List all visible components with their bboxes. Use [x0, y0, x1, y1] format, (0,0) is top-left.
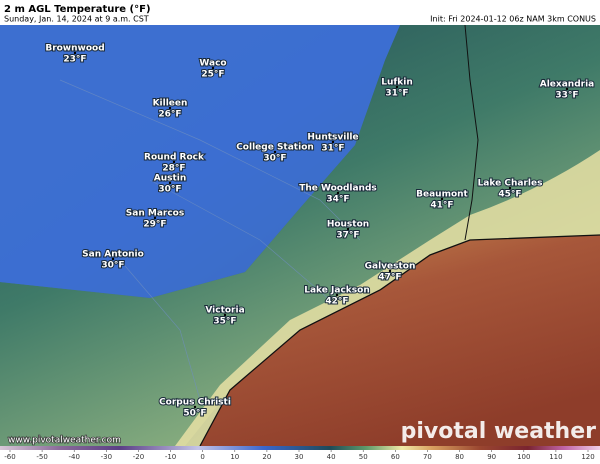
- city-temp: 30°F: [263, 154, 286, 164]
- colorbar-tick-label: 90: [487, 453, 496, 461]
- watermark-logo: pivotal weather: [401, 419, 596, 444]
- city-name: Austin: [154, 174, 187, 184]
- city-temp: 33°F: [555, 91, 578, 101]
- city-temp: 31°F: [385, 89, 408, 99]
- city-temp: 41°F: [430, 201, 453, 211]
- city-name: Waco: [199, 59, 226, 69]
- city-temp: 26°F: [158, 110, 181, 120]
- city-temp: 37°F: [336, 231, 359, 241]
- city-marker: [335, 293, 339, 297]
- city-name: Brownwood: [45, 44, 104, 54]
- city-name: Lake Jackson: [304, 286, 369, 296]
- city-marker: [172, 160, 176, 164]
- city-marker: [508, 186, 512, 190]
- colorbar-tick-label: -50: [36, 453, 47, 461]
- city-name: Houston: [327, 220, 369, 230]
- colorbar-tick-label: 20: [262, 453, 271, 461]
- city-marker: [273, 150, 277, 154]
- colorbar-tick-label: 100: [517, 453, 530, 461]
- city-temp: 30°F: [101, 261, 124, 271]
- city-temp: 29°F: [143, 220, 166, 230]
- colorbar-tick-label: -30: [101, 453, 112, 461]
- coastline: [199, 234, 600, 447]
- city-name: Alexandria: [540, 80, 594, 90]
- subtitle: Sunday, Jan. 14, 2024 at 9 a.m. CST: [4, 15, 149, 24]
- city-name: San Antonio: [82, 250, 144, 260]
- cold-region: [0, 25, 400, 298]
- city-marker: [111, 257, 115, 261]
- city-marker: [565, 87, 569, 91]
- city-temp: 23°F: [63, 55, 86, 65]
- state-border: [464, 24, 479, 241]
- city-name: The Woodlands: [299, 184, 377, 194]
- city-marker: [395, 85, 399, 89]
- colorbar-tick-label: 80: [455, 453, 464, 461]
- colorbar-tick-label: 10: [230, 453, 239, 461]
- city-name: Beaumont: [416, 190, 468, 200]
- city-temp: 25°F: [201, 70, 224, 80]
- city-marker: [440, 197, 444, 201]
- city-marker: [331, 140, 335, 144]
- city-temp: 30°F: [158, 185, 181, 195]
- colorbar-tick-label: 50: [359, 453, 368, 461]
- city-name: Lufkin: [381, 78, 413, 88]
- colorbar-tick-label: -20: [133, 453, 144, 461]
- city-marker: [388, 269, 392, 273]
- city-temp: 31°F: [321, 144, 344, 154]
- city-name: Round Rock: [144, 153, 205, 163]
- city-name: Killeen: [153, 99, 188, 109]
- colorbar-band: [0, 446, 600, 464]
- city-temp: 35°F: [213, 317, 236, 327]
- city-marker: [153, 216, 157, 220]
- init-time: Init: Fri 2024-01-12 06z NAM 3km CONUS: [430, 15, 596, 24]
- colorbar-tick-label: 120: [581, 453, 594, 461]
- header-band: [0, 0, 600, 25]
- city-temp: 50°F: [183, 409, 206, 419]
- city-name: San Marcos: [126, 209, 184, 219]
- city-name: Galveston: [365, 262, 416, 272]
- city-name: Victoria: [205, 306, 244, 316]
- city-marker: [336, 191, 340, 195]
- rivers: [59, 79, 361, 401]
- colorbar-tick-label: 40: [327, 453, 336, 461]
- city-name: Corpus Christi: [159, 398, 231, 408]
- colorbar-tick-label: -10: [165, 453, 176, 461]
- city-temp: 47°F: [378, 273, 401, 283]
- colorbar-tick-label: 70: [423, 453, 432, 461]
- warm-region: [0, 25, 600, 446]
- colorbar-tick-label: -60: [4, 453, 15, 461]
- city-name: Lake Charles: [478, 179, 543, 189]
- city-marker: [73, 51, 77, 55]
- colorbar-tick-label: -40: [69, 453, 80, 461]
- city-marker: [168, 106, 172, 110]
- colorbar: [0, 446, 600, 450]
- colorbar-tick-label: 30: [295, 453, 304, 461]
- city-marker: [346, 227, 350, 231]
- city-marker: [211, 66, 215, 70]
- city-temp: 45°F: [498, 190, 521, 200]
- watermark-url: www.pivotalweather.com: [8, 436, 121, 446]
- city-temp: 42°F: [325, 297, 348, 307]
- city-marker: [168, 181, 172, 185]
- title: 2 m AGL Temperature (°F): [4, 4, 151, 15]
- colorbar-tick-label: 0: [200, 453, 204, 461]
- gulf: [200, 235, 600, 446]
- city-name: College Station: [236, 143, 314, 153]
- city-name: Huntsville: [307, 133, 358, 143]
- city-temp: 34°F: [326, 195, 349, 205]
- city-marker: [193, 405, 197, 409]
- city-temp: 28°F: [162, 164, 185, 174]
- city-marker: [223, 313, 227, 317]
- colorbar-tick-label: 60: [391, 453, 400, 461]
- colorbar-tick-label: 110: [549, 453, 562, 461]
